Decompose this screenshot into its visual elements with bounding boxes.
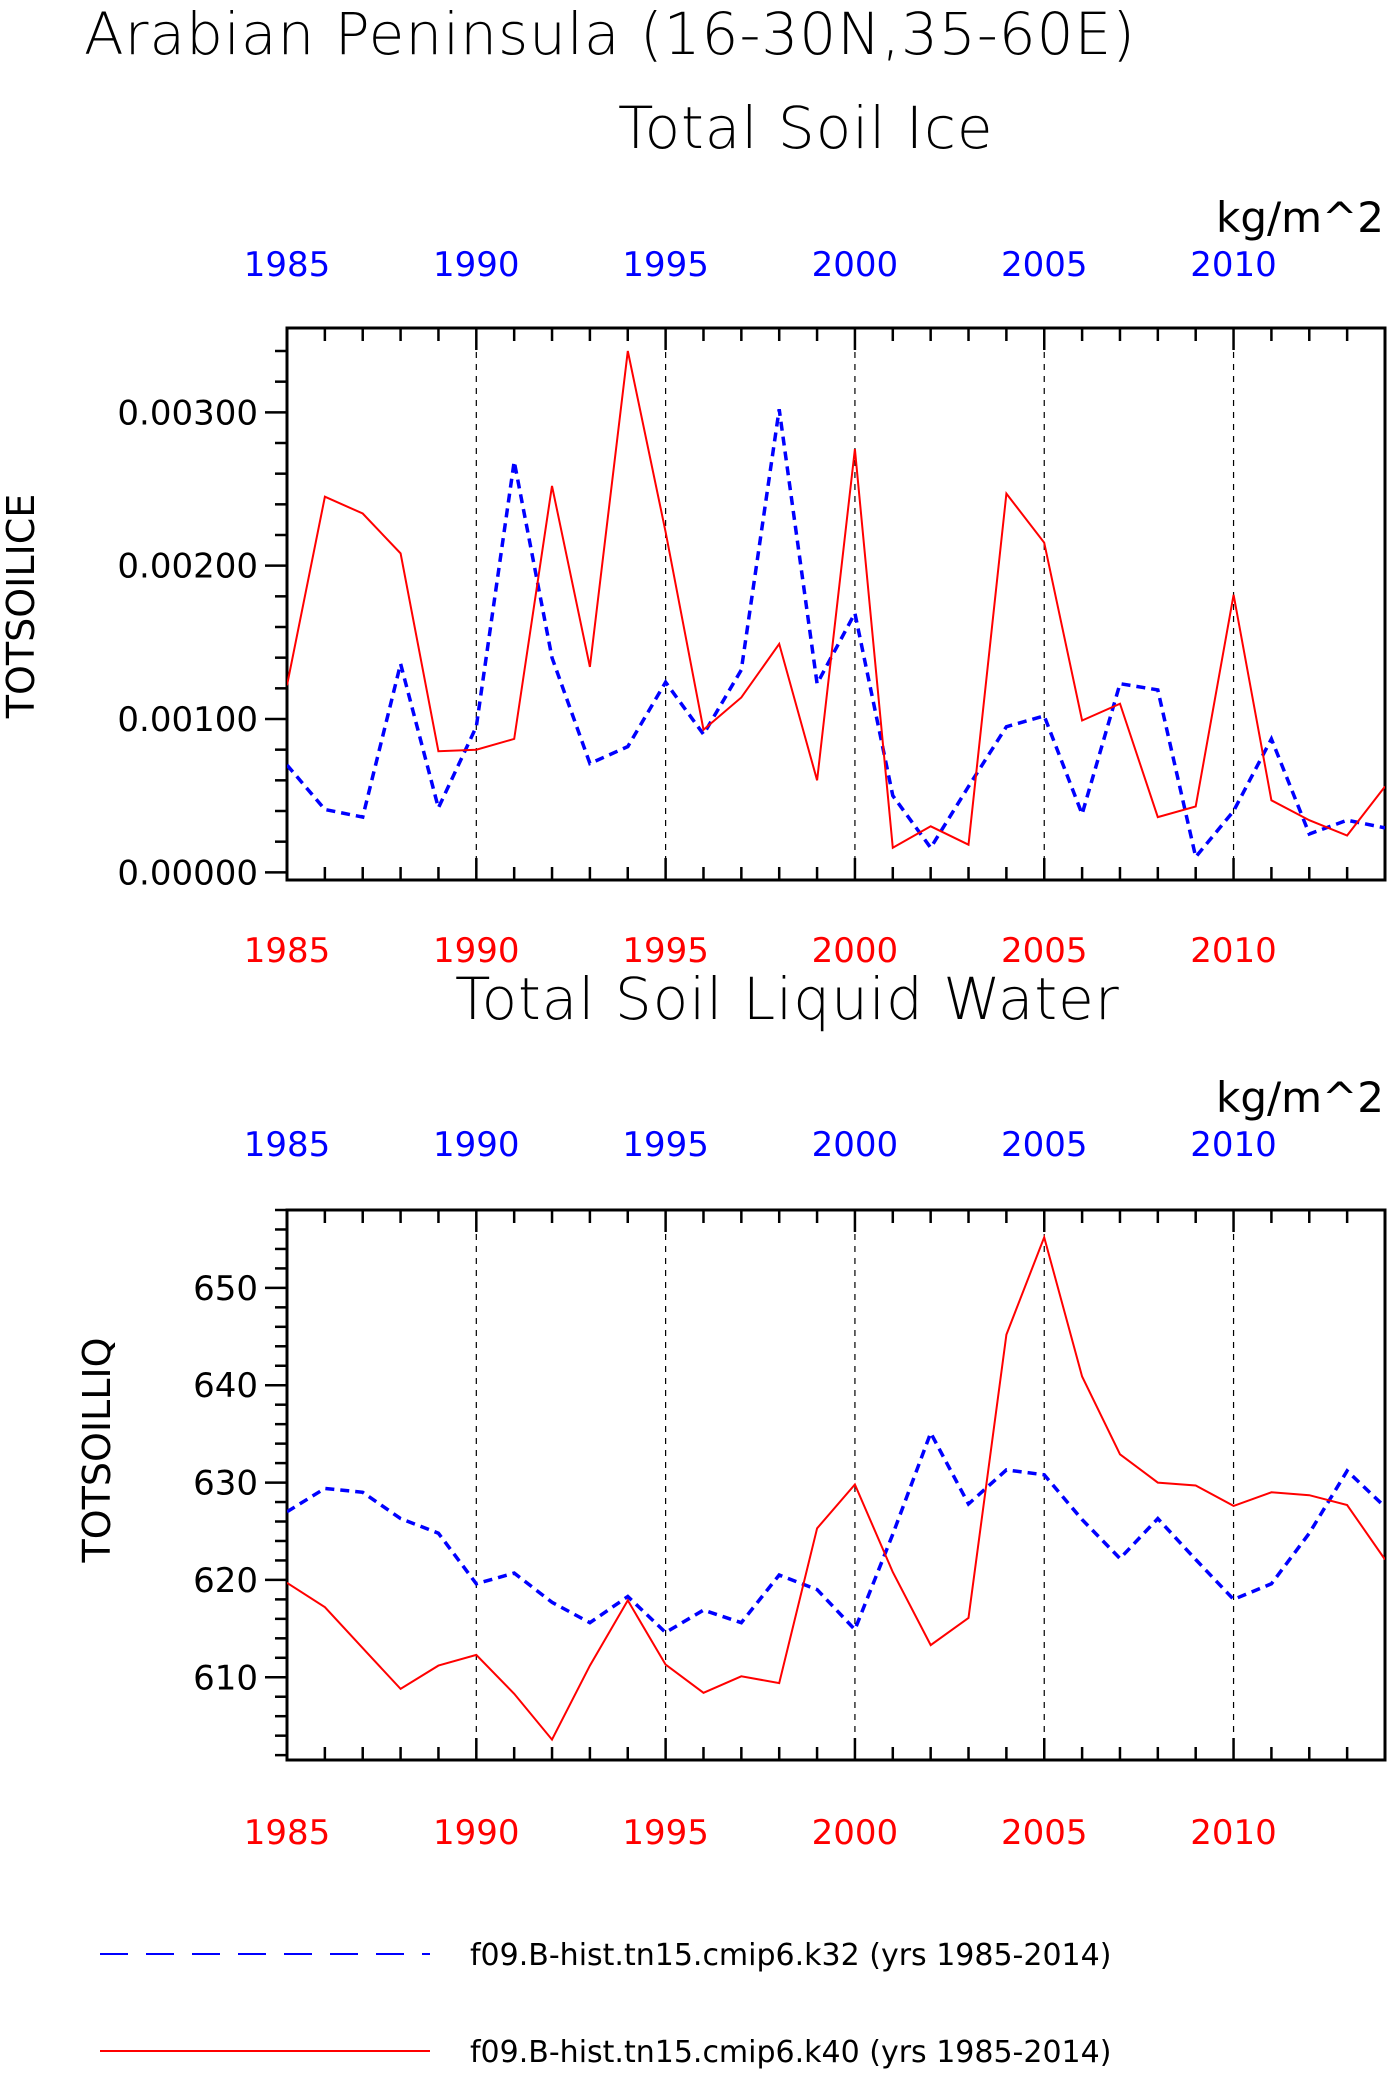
y-tick-label: 0.00000 [117,853,258,893]
x-tick-label-top: 2005 [1001,1125,1088,1165]
y-tick-label: 0.00300 [117,393,258,433]
x-tick-label-bottom: 1995 [622,931,709,971]
x-tick-label-bottom: 1995 [622,1813,709,1853]
x-tick-label-bottom: 2000 [812,931,899,971]
plot-frame [285,326,1387,882]
legend-label-k32: f09.B-hist.tn15.cmip6.k32 (yrs 1985-2014… [470,1938,1111,1973]
y-tick-label: 640 [193,1366,258,1406]
soil-liquid-grid [475,1210,1235,1760]
soil-ice-series [287,350,1385,861]
x-tick-label-top: 1985 [244,245,331,285]
y-tick-label: 0.00100 [117,700,258,740]
soil-liquid-panel-title: Total Soil Liquid Water [455,965,1120,1033]
x-tick-label-bottom: 1985 [244,931,331,971]
y-tick-label: 620 [193,1561,258,1601]
figure-title: Arabian Peninsula (16-30N,35-60E) [84,0,1136,68]
legend: f09.B-hist.tn15.cmip6.k32 (yrs 1985-2014… [100,1938,1111,2070]
x-tick-label-bottom: 2010 [1190,1813,1277,1853]
series-line-k32 [287,1428,1385,1635]
x-tick-label-top: 2010 [1190,245,1277,285]
x-tick-label-bottom: 1990 [433,931,520,971]
x-tick-label-top: 2010 [1190,1125,1277,1165]
y-tick-label: 650 [193,1269,258,1309]
x-tick-label-top: 2005 [1001,245,1088,285]
soil-ice-panel: Total Soil Ice kg/m^2 TOTSOILICE 1985198… [0,94,1387,971]
y-tick-label: 630 [193,1464,258,1504]
x-tick-label-bottom: 2005 [1001,1813,1088,1853]
x-tick-label-top: 2000 [812,1125,899,1165]
x-tick-label-top: 1990 [433,1125,520,1165]
soil-liquid-panel: Total Soil Liquid Water kg/m^2 TOTSOILLI… [75,965,1387,1853]
soil-ice-axes-frame [285,326,1387,882]
x-tick-label-bottom: 2000 [812,1813,899,1853]
soil-ice-units: kg/m^2 [1216,193,1384,242]
legend-label-k40: f09.B-hist.tn15.cmip6.k40 (yrs 1985-2014… [470,2035,1111,2070]
series-line-k40 [287,350,1385,850]
x-tick-label-top: 2000 [812,245,899,285]
x-tick-label-top: 1985 [244,1125,331,1165]
soil-ice-panel-title: Total Soil Ice [618,94,994,162]
soil-ice-grid [475,328,1235,880]
soil-ice-y-axis-label: TOTSOILICE [0,494,43,720]
x-tick-label-bottom: 1990 [433,1813,520,1853]
soil-liquid-series [287,1234,1385,1742]
y-tick-label: 0.00200 [117,547,258,587]
x-tick-label-bottom: 2010 [1190,931,1277,971]
x-tick-label-top: 1995 [622,1125,709,1165]
soil-liquid-axes-frame [285,1208,1387,1762]
plot-frame [285,1208,1387,1762]
soil-liquid-ticks: 1985 1985 1990 1990 1995 1995 2000 2000 2005 2005… [193,1125,1387,1853]
x-tick-label-top: 1990 [433,245,520,285]
soil-liquid-units: kg/m^2 [1216,1073,1384,1122]
soil-liquid-y-axis-label: TOTSOILLIQ [75,1337,119,1563]
x-tick-label-bottom: 2005 [1001,931,1088,971]
x-tick-label-bottom: 1985 [244,1813,331,1853]
series-line-k40 [287,1234,1385,1742]
series-line-k32 [287,409,1385,861]
y-tick-label: 610 [193,1658,258,1698]
soil-ice-ticks: 1985 1985 1990 1990 1995 1995 2000 2000 2005 2005… [117,245,1387,971]
x-tick-label-top: 1995 [622,245,709,285]
